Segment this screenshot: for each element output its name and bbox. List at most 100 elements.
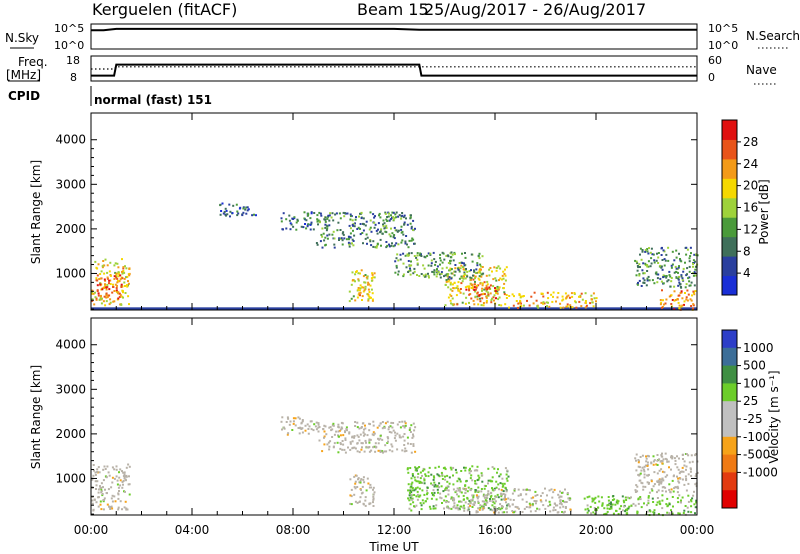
power-cell: [562, 298, 565, 301]
power-cell: [237, 212, 240, 215]
velocity-cell: [96, 468, 99, 471]
power-cell: [685, 283, 688, 286]
velocity-cell: [450, 468, 453, 471]
velocity-colorbar-tick-label: 1000: [743, 341, 774, 355]
power-cell: [389, 235, 392, 238]
cpid-label: CPID: [8, 89, 40, 103]
power-cell: [430, 264, 433, 267]
velocity-cell: [372, 424, 375, 427]
velocity-cell: [642, 488, 645, 491]
power-colorbar-tick-label: 20: [743, 179, 758, 193]
freq-unit-label: [MHz]: [6, 68, 41, 82]
power-cell: [371, 292, 374, 295]
velocity-cell: [358, 481, 361, 484]
power-cell: [443, 275, 445, 278]
velocity-cell: [528, 502, 531, 505]
velocity-cell: [121, 486, 124, 489]
velocity-cell: [426, 492, 429, 495]
velocity-cell: [460, 470, 463, 472]
power-cell: [419, 252, 422, 255]
velocity-cell: [444, 478, 447, 481]
power-cell: [390, 244, 393, 247]
power-cell: [384, 212, 387, 215]
power-cell: [693, 253, 696, 256]
power-cell: [393, 217, 396, 220]
power-cell: [349, 227, 352, 230]
power-cell: [95, 277, 98, 280]
velocity-cell: [663, 471, 666, 474]
power-cell: [490, 299, 493, 302]
power-cell: [280, 217, 283, 220]
velocity-cell: [601, 503, 604, 506]
power-cell: [686, 267, 689, 270]
power-cell: [99, 283, 102, 286]
power-cell: [680, 290, 683, 293]
power-cell: [581, 298, 584, 301]
power-cell: [359, 294, 361, 297]
velocity-cell: [308, 425, 311, 428]
velocity-cell: [483, 487, 486, 490]
power-cell: [119, 303, 122, 306]
velocity-cell: [428, 505, 431, 508]
power-cell: [556, 296, 559, 299]
power-cell: [470, 287, 473, 289]
velocity-cell: [124, 478, 127, 481]
velocity-cell: [381, 450, 384, 453]
power-cell: [504, 279, 507, 282]
power-cell: [123, 271, 126, 274]
velocity-cell: [301, 419, 304, 421]
velocity-cell: [91, 478, 94, 481]
power-cell: [479, 268, 482, 271]
power-cell: [642, 272, 645, 275]
velocity-cell: [450, 497, 453, 500]
power-cell: [352, 295, 355, 298]
velocity-cell: [418, 466, 421, 468]
velocity-cell: [321, 450, 324, 453]
power-cell: [379, 238, 382, 241]
velocity-cell: [376, 426, 379, 429]
velocity-cell: [617, 500, 620, 503]
nave-tick-bottom: 0: [708, 71, 715, 84]
velocity-cell: [506, 479, 509, 482]
power-cell: [359, 233, 362, 236]
velocity-cell: [434, 507, 437, 510]
power-cell: [397, 243, 400, 246]
velocity-cell: [482, 505, 485, 508]
power-cell: [385, 224, 388, 227]
velocity-cell: [96, 470, 99, 473]
velocity-cell: [534, 494, 537, 497]
velocity-cell: [419, 494, 422, 497]
power-cell: [508, 306, 510, 309]
velocity-cell: [93, 469, 95, 472]
power-cell: [447, 296, 450, 299]
nave-label: Nave: [746, 63, 777, 77]
velocity-cell: [489, 508, 492, 511]
power-cell: [675, 276, 678, 279]
power-cell: [96, 267, 99, 270]
velocity-cell: [586, 511, 589, 514]
power-cell: [379, 216, 382, 219]
velocity-cell: [483, 484, 486, 487]
velocity-cell: [446, 485, 449, 488]
velocity-cell: [643, 502, 645, 505]
velocity-cell: [666, 474, 669, 477]
power-cell: [680, 305, 683, 308]
velocity-cell: [646, 510, 649, 513]
velocity-cell: [553, 502, 556, 505]
velocity-cell: [124, 500, 127, 503]
power-cell: [365, 220, 368, 223]
power-cell: [468, 285, 471, 288]
power-cell: [494, 290, 497, 293]
velocity-cell: [534, 510, 537, 513]
velocity-cell: [381, 438, 384, 441]
velocity-cell: [117, 506, 120, 509]
velocity-cell: [635, 453, 638, 456]
velocity-cell: [645, 455, 647, 458]
power-cell: [235, 203, 238, 206]
velocity-cell: [446, 480, 449, 483]
power-cell: [472, 299, 475, 302]
velocity-cell: [437, 491, 439, 494]
power-cell: [477, 277, 480, 280]
velocity-cell: [374, 450, 377, 453]
power-cell: [677, 266, 680, 269]
